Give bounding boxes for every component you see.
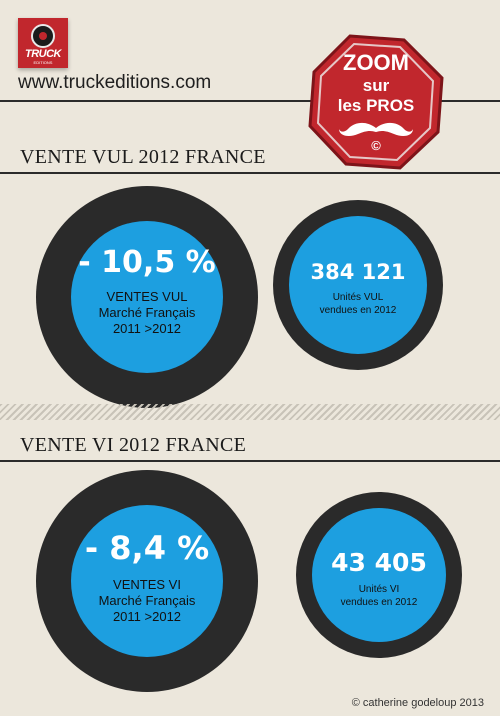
vul-period-label: 2011 >2012 — [112, 321, 182, 336]
header-divider — [0, 100, 500, 102]
vul-units-value: 384 121 — [310, 260, 406, 284]
section-title-vul: VENTE VUL 2012 FRANCE — [20, 146, 266, 168]
vi-sales-label: VENTES VI — [113, 577, 181, 592]
mustache-icon — [339, 122, 413, 137]
vul-units-disc: 384 121 Unités VUL vendues en 2012 — [289, 216, 427, 354]
vul-sales-disc: - 10,5 % VENTES VUL Marché Français 2011… — [71, 221, 223, 373]
vul-sales-label: VENTES VUL — [106, 289, 188, 304]
badge-sur: sur — [362, 76, 390, 95]
vul-units-label: Unités VUL — [332, 292, 384, 303]
website-link[interactable]: www.truckeditions.com — [18, 72, 212, 93]
badge-zoom: ZOOM — [343, 50, 409, 75]
truck-editions-logo[interactable]: TRUCK EDITIONS — [18, 18, 68, 68]
copyright-footer: © catherine godeloup 2013 — [351, 697, 484, 709]
vi-period-label: 2011 >2012 — [112, 609, 182, 624]
vul-units-sold-label: vendues en 2012 — [319, 305, 397, 316]
vul-units-ring: 384 121 Unités VUL vendues en 2012 — [273, 200, 443, 370]
section-vi-divider — [0, 460, 500, 462]
vul-sales-ring: - 10,5 % VENTES VUL Marché Français 2011… — [36, 186, 258, 408]
vi-sales-ring: - 8,4 % VENTES VI Marché Français 2011 >… — [36, 470, 258, 692]
camera-lens-icon — [31, 24, 55, 48]
striped-separator — [0, 404, 500, 420]
octagon-badge-shape — [308, 34, 444, 170]
vi-units-sold-label: vendues en 2012 — [340, 597, 418, 608]
vi-market-label: Marché Français — [98, 593, 196, 608]
badge-les-pros: les PROS — [337, 96, 415, 115]
vi-units-ring: 43 405 Unités VI vendues en 2012 — [296, 492, 462, 658]
section-vul-divider — [0, 172, 500, 174]
vi-units-value: 43 405 — [331, 548, 427, 577]
vi-units-label: Unités VI — [358, 584, 400, 595]
section-title-vi: VENTE VI 2012 FRANCE — [20, 434, 247, 456]
zoom-badge: ZOOM sur les PROS © — [306, 34, 446, 172]
vi-units-disc: 43 405 Unités VI vendues en 2012 — [312, 508, 446, 642]
copyright-symbol: © — [371, 138, 381, 153]
vi-sales-disc: - 8,4 % VENTES VI Marché Français 2011 >… — [71, 505, 223, 657]
logo-subtext: EDITIONS — [33, 60, 53, 65]
logo-text: TRUCK — [25, 48, 62, 60]
vul-market-label: Marché Français — [98, 305, 196, 320]
vul-sales-change: - 10,5 % — [78, 245, 216, 280]
vi-sales-change: - 8,4 % — [84, 529, 210, 567]
